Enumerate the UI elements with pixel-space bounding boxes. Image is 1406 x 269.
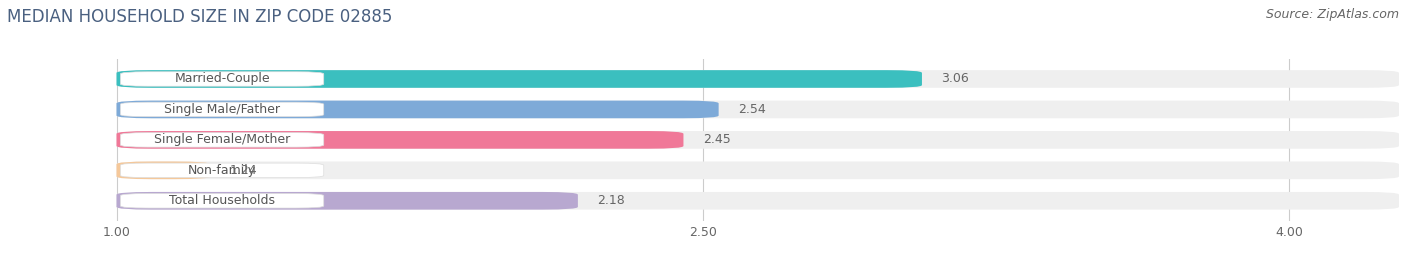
FancyBboxPatch shape [117, 192, 578, 210]
Text: 3.06: 3.06 [942, 72, 969, 86]
FancyBboxPatch shape [121, 163, 323, 178]
Text: Non-family: Non-family [188, 164, 256, 177]
FancyBboxPatch shape [121, 133, 323, 147]
Text: Total Households: Total Households [169, 194, 276, 207]
Text: MEDIAN HOUSEHOLD SIZE IN ZIP CODE 02885: MEDIAN HOUSEHOLD SIZE IN ZIP CODE 02885 [7, 8, 392, 26]
FancyBboxPatch shape [121, 72, 323, 86]
Text: Source: ZipAtlas.com: Source: ZipAtlas.com [1265, 8, 1399, 21]
FancyBboxPatch shape [121, 193, 323, 208]
FancyBboxPatch shape [117, 161, 1399, 179]
Text: Single Male/Father: Single Male/Father [165, 103, 280, 116]
Text: 2.54: 2.54 [738, 103, 766, 116]
Text: Married-Couple: Married-Couple [174, 72, 270, 86]
FancyBboxPatch shape [121, 102, 323, 117]
FancyBboxPatch shape [117, 101, 718, 118]
FancyBboxPatch shape [117, 70, 1399, 88]
FancyBboxPatch shape [117, 131, 1399, 149]
Text: Single Female/Mother: Single Female/Mother [153, 133, 290, 146]
FancyBboxPatch shape [117, 101, 1399, 118]
FancyBboxPatch shape [117, 192, 1399, 210]
FancyBboxPatch shape [117, 131, 683, 149]
Text: 2.18: 2.18 [598, 194, 626, 207]
FancyBboxPatch shape [117, 161, 211, 179]
Text: 2.45: 2.45 [703, 133, 731, 146]
Text: 1.24: 1.24 [231, 164, 257, 177]
FancyBboxPatch shape [117, 70, 922, 88]
